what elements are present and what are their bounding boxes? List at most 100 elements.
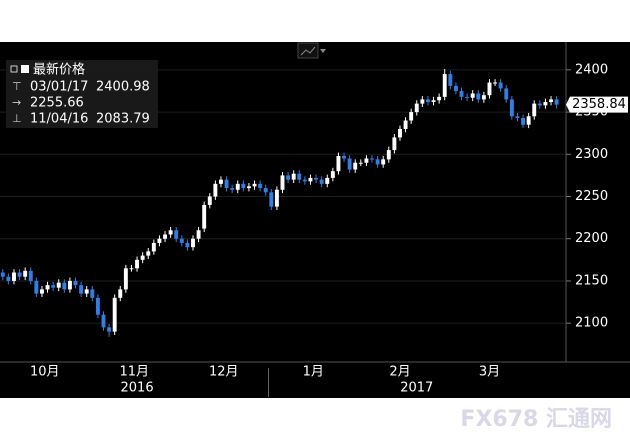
candle-body bbox=[163, 234, 167, 239]
candle-body bbox=[101, 314, 106, 328]
legend-icon bbox=[10, 65, 18, 73]
candle-body bbox=[549, 99, 553, 102]
legend-high: 2400.98 bbox=[96, 80, 150, 95]
candle-body bbox=[269, 192, 274, 207]
chart-type-button[interactable] bbox=[297, 42, 326, 59]
x-tick-label: 12月 bbox=[209, 365, 239, 380]
candle-body bbox=[286, 175, 291, 180]
candle-body bbox=[62, 282, 67, 290]
candle-body bbox=[442, 74, 447, 97]
candle-body bbox=[308, 177, 313, 182]
candle-body bbox=[39, 289, 44, 294]
candle-body bbox=[381, 159, 386, 165]
candle-body bbox=[258, 183, 263, 189]
candle-body bbox=[179, 238, 184, 243]
candle-body bbox=[353, 162, 358, 170]
candle-body bbox=[263, 188, 268, 193]
candle-body bbox=[51, 285, 56, 288]
y-tick-label: 2150 bbox=[575, 273, 608, 288]
legend-marker: → bbox=[12, 96, 21, 109]
candle-body bbox=[0, 272, 5, 277]
plot-area bbox=[0, 69, 565, 337]
y-tick-label: 2300 bbox=[575, 147, 608, 162]
candle-body bbox=[532, 103, 537, 117]
candle-body bbox=[34, 280, 39, 294]
candle-body bbox=[448, 74, 453, 86]
last-price-box bbox=[570, 96, 628, 113]
candle-body bbox=[403, 120, 408, 129]
candle-body bbox=[207, 196, 212, 205]
candle-body bbox=[17, 272, 22, 277]
candle-body bbox=[135, 259, 140, 269]
candle-body bbox=[509, 99, 514, 117]
candle-body bbox=[537, 103, 542, 106]
candle-body bbox=[470, 93, 475, 98]
candle-body bbox=[358, 162, 363, 164]
candle-body bbox=[487, 82, 492, 96]
candle-body bbox=[252, 183, 257, 187]
candle-body bbox=[459, 90, 464, 97]
year-label: 2016 bbox=[121, 381, 154, 396]
candle-body bbox=[375, 159, 380, 165]
candle-body bbox=[437, 96, 442, 101]
year-label: 2017 bbox=[400, 381, 433, 396]
candle-body bbox=[347, 158, 352, 170]
candle-body bbox=[196, 230, 201, 239]
candle-body bbox=[56, 282, 61, 288]
x-tick-label: 11月 bbox=[119, 365, 149, 380]
candle-body bbox=[146, 251, 151, 256]
legend-low-date: 11/04/16 bbox=[30, 112, 88, 127]
x-tick-label: 10月 bbox=[30, 365, 60, 380]
candle-body bbox=[90, 289, 95, 298]
legend: 最新价格 ⊤ 03/01/17 2400.98 → 2255.66 ⊥ 11/0… bbox=[6, 60, 158, 128]
candle-body bbox=[526, 116, 531, 125]
candle-body bbox=[219, 179, 223, 184]
candle-body bbox=[107, 327, 112, 332]
candle-body bbox=[123, 268, 128, 290]
candle-body bbox=[291, 173, 296, 180]
legend-box bbox=[6, 60, 158, 128]
legend-title: 最新价格 bbox=[33, 62, 85, 78]
candle-body bbox=[140, 255, 145, 260]
x-tick-label: 1月 bbox=[303, 365, 324, 380]
x-tick-label: 2月 bbox=[389, 365, 410, 380]
candle-body bbox=[185, 242, 190, 248]
candle-body bbox=[302, 179, 307, 182]
candle-body bbox=[213, 183, 218, 197]
candle-body bbox=[67, 280, 72, 290]
candle-body bbox=[73, 280, 78, 286]
candle-body bbox=[330, 171, 335, 178]
candle-body bbox=[364, 158, 369, 163]
legend-low: 2083.79 bbox=[96, 112, 150, 127]
candle-body bbox=[230, 188, 235, 190]
candle-body bbox=[409, 112, 414, 121]
candle-body bbox=[336, 155, 341, 172]
candle-body bbox=[112, 297, 117, 332]
candle-body bbox=[481, 95, 486, 100]
candle-body bbox=[370, 158, 374, 160]
legend-marker: ⊥ bbox=[12, 112, 22, 125]
candle-body bbox=[476, 93, 481, 100]
last-price-label: 2358.84 bbox=[572, 97, 626, 112]
candle-body bbox=[453, 85, 458, 91]
candle-body bbox=[521, 117, 526, 125]
button-icon bbox=[300, 46, 316, 56]
last-price-arrow bbox=[566, 96, 570, 113]
candle-body bbox=[202, 204, 207, 229]
candle-body bbox=[6, 276, 11, 281]
legend-marker: ⊤ bbox=[12, 80, 22, 93]
legend-swatch bbox=[21, 65, 29, 73]
y-tick-label: 2100 bbox=[575, 316, 608, 331]
legend-average: 2255.66 bbox=[30, 96, 84, 111]
y-tick-label: 2200 bbox=[575, 231, 608, 246]
candle-body bbox=[84, 289, 89, 294]
x-tick-label: 3月 bbox=[479, 365, 500, 380]
candle-body bbox=[241, 183, 246, 189]
candle-body bbox=[191, 238, 195, 248]
candle-body bbox=[342, 155, 346, 159]
candle-body bbox=[12, 272, 16, 281]
candle-body bbox=[79, 285, 84, 294]
dropdown-arrow bbox=[320, 49, 326, 53]
candle-body bbox=[314, 177, 319, 180]
